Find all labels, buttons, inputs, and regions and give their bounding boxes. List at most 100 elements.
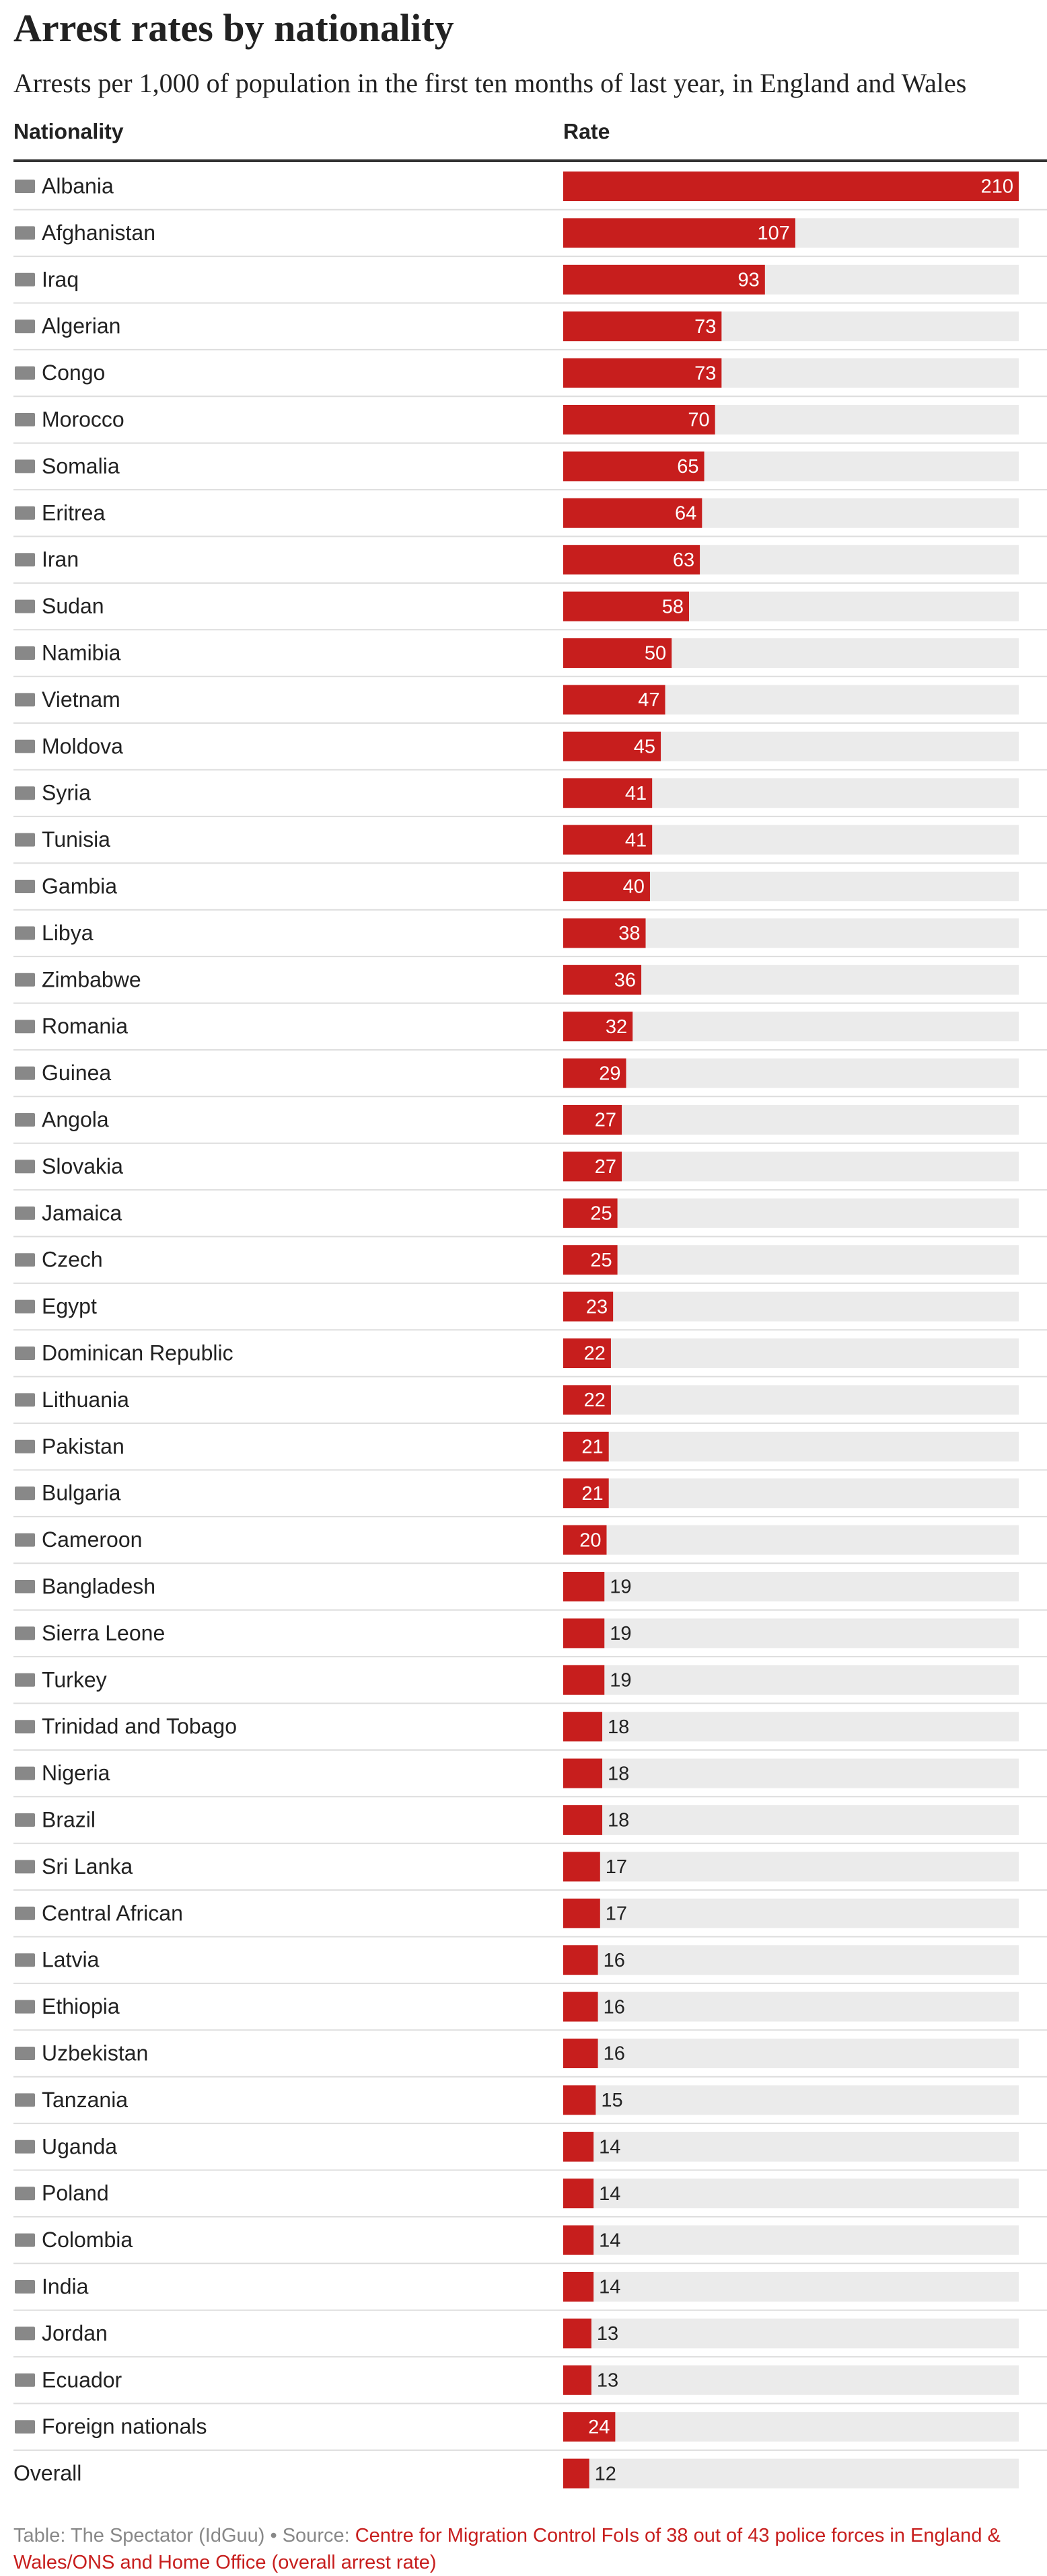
value-label: 45 [634,736,655,757]
bar [563,358,722,388]
flag [15,1393,35,1407]
bar [563,1945,598,1975]
value-label: 93 [738,269,760,291]
category-label: Iraq [42,267,79,291]
bar [563,591,689,621]
category-label: Algerian [42,314,120,338]
category-label: Somalia [42,454,120,478]
bar [563,2318,591,2349]
category-label: Lithuania [42,1388,129,1412]
category-label: Latvia [42,1948,100,1972]
category-label: Central African [42,1901,183,1925]
bar-track [563,1898,1019,1928]
value-label: 18 [608,1810,629,1831]
value-label: 38 [618,923,640,944]
category-label: Gambia [42,874,117,898]
flag [15,413,35,426]
category-label: Nigeria [42,1761,110,1785]
bar [563,1525,607,1555]
value-label: 20 [579,1529,601,1551]
bar [563,918,646,948]
value-label: 210 [981,176,1013,198]
category-label: Poland [42,2181,109,2205]
bar-track [563,1105,1019,1135]
category-label: Jamaica [42,1201,122,1225]
flag [15,1580,35,1593]
category-label: Bangladesh [42,1574,155,1598]
bar-track [563,1852,1019,1882]
flag [15,553,35,567]
bar [563,1291,614,1322]
category-label: Pakistan [42,1434,124,1458]
category-label: Trinidad and Tobago [42,1714,237,1739]
bar-track [563,1945,1019,1975]
bar [563,1712,603,1742]
bar [563,2179,594,2209]
bar-track [563,1338,1019,1368]
category-label: Iran [42,547,79,572]
flag [15,2373,35,2387]
bar [563,1478,609,1509]
value-label: 13 [597,2323,618,2345]
bar [563,498,702,528]
bar [563,1058,626,1088]
flag [15,1673,35,1687]
value-label: 47 [638,689,659,711]
bar-track [563,1431,1019,1462]
footer: Table: The Spectator (IdGuu) • Source: C… [13,2522,1023,2576]
flag [15,2139,35,2154]
bar-track [563,2365,1019,2395]
flag [15,786,35,800]
category-label: Egypt [42,1294,97,1318]
bar [563,311,722,342]
category-label: Turkey [42,1667,107,1692]
bar-track [563,2131,1019,2162]
bar [563,218,795,248]
bar [563,1758,603,1788]
value-label: 41 [625,829,647,851]
bar [563,264,765,295]
bar-track [563,1525,1019,1555]
bar [563,1198,618,1228]
value-label: 14 [599,2136,620,2158]
flag [15,272,35,287]
value-label: 25 [590,1250,612,1271]
category-label: Czech [42,1248,103,1272]
category-label: Uzbekistan [42,2041,148,2065]
bar [563,2365,591,2395]
bar [563,1431,609,1462]
flag [15,973,35,987]
value-label: 29 [599,1063,620,1084]
category-label: Guinea [42,1061,111,1085]
flag [15,366,35,380]
category-label: Sierra Leone [42,1621,165,1645]
flag [15,2233,35,2247]
flag [15,1953,35,1967]
source[interactable]: Centre for Migration Control FoIs of 38 … [13,2525,1001,2573]
category-label: Overall [13,2461,81,2485]
value-label: 64 [675,502,696,524]
flag [15,599,35,613]
bar [563,1852,600,1882]
value-label: 15 [601,2090,622,2111]
flag [15,1626,35,1640]
bar-track [563,1665,1019,1695]
value-label: 19 [610,1577,631,1598]
value-label: 27 [595,1110,616,1131]
value-label: 22 [584,1390,606,1411]
flag [15,2420,35,2434]
flag [15,1253,35,1267]
flag [15,1533,35,1547]
category-label: Sri Lanka [42,1854,133,1879]
category-label: Eritrea [42,500,105,525]
bar-track [563,1478,1019,1509]
bar-track [563,1572,1019,1601]
value-label: 17 [606,1856,627,1878]
value-label: 41 [625,783,647,804]
value-label: 14 [599,2230,620,2251]
flag [15,1439,35,1453]
value-label: 21 [581,1483,603,1505]
value-label: 19 [610,1623,631,1644]
category-label: Tanzania [42,2088,128,2112]
